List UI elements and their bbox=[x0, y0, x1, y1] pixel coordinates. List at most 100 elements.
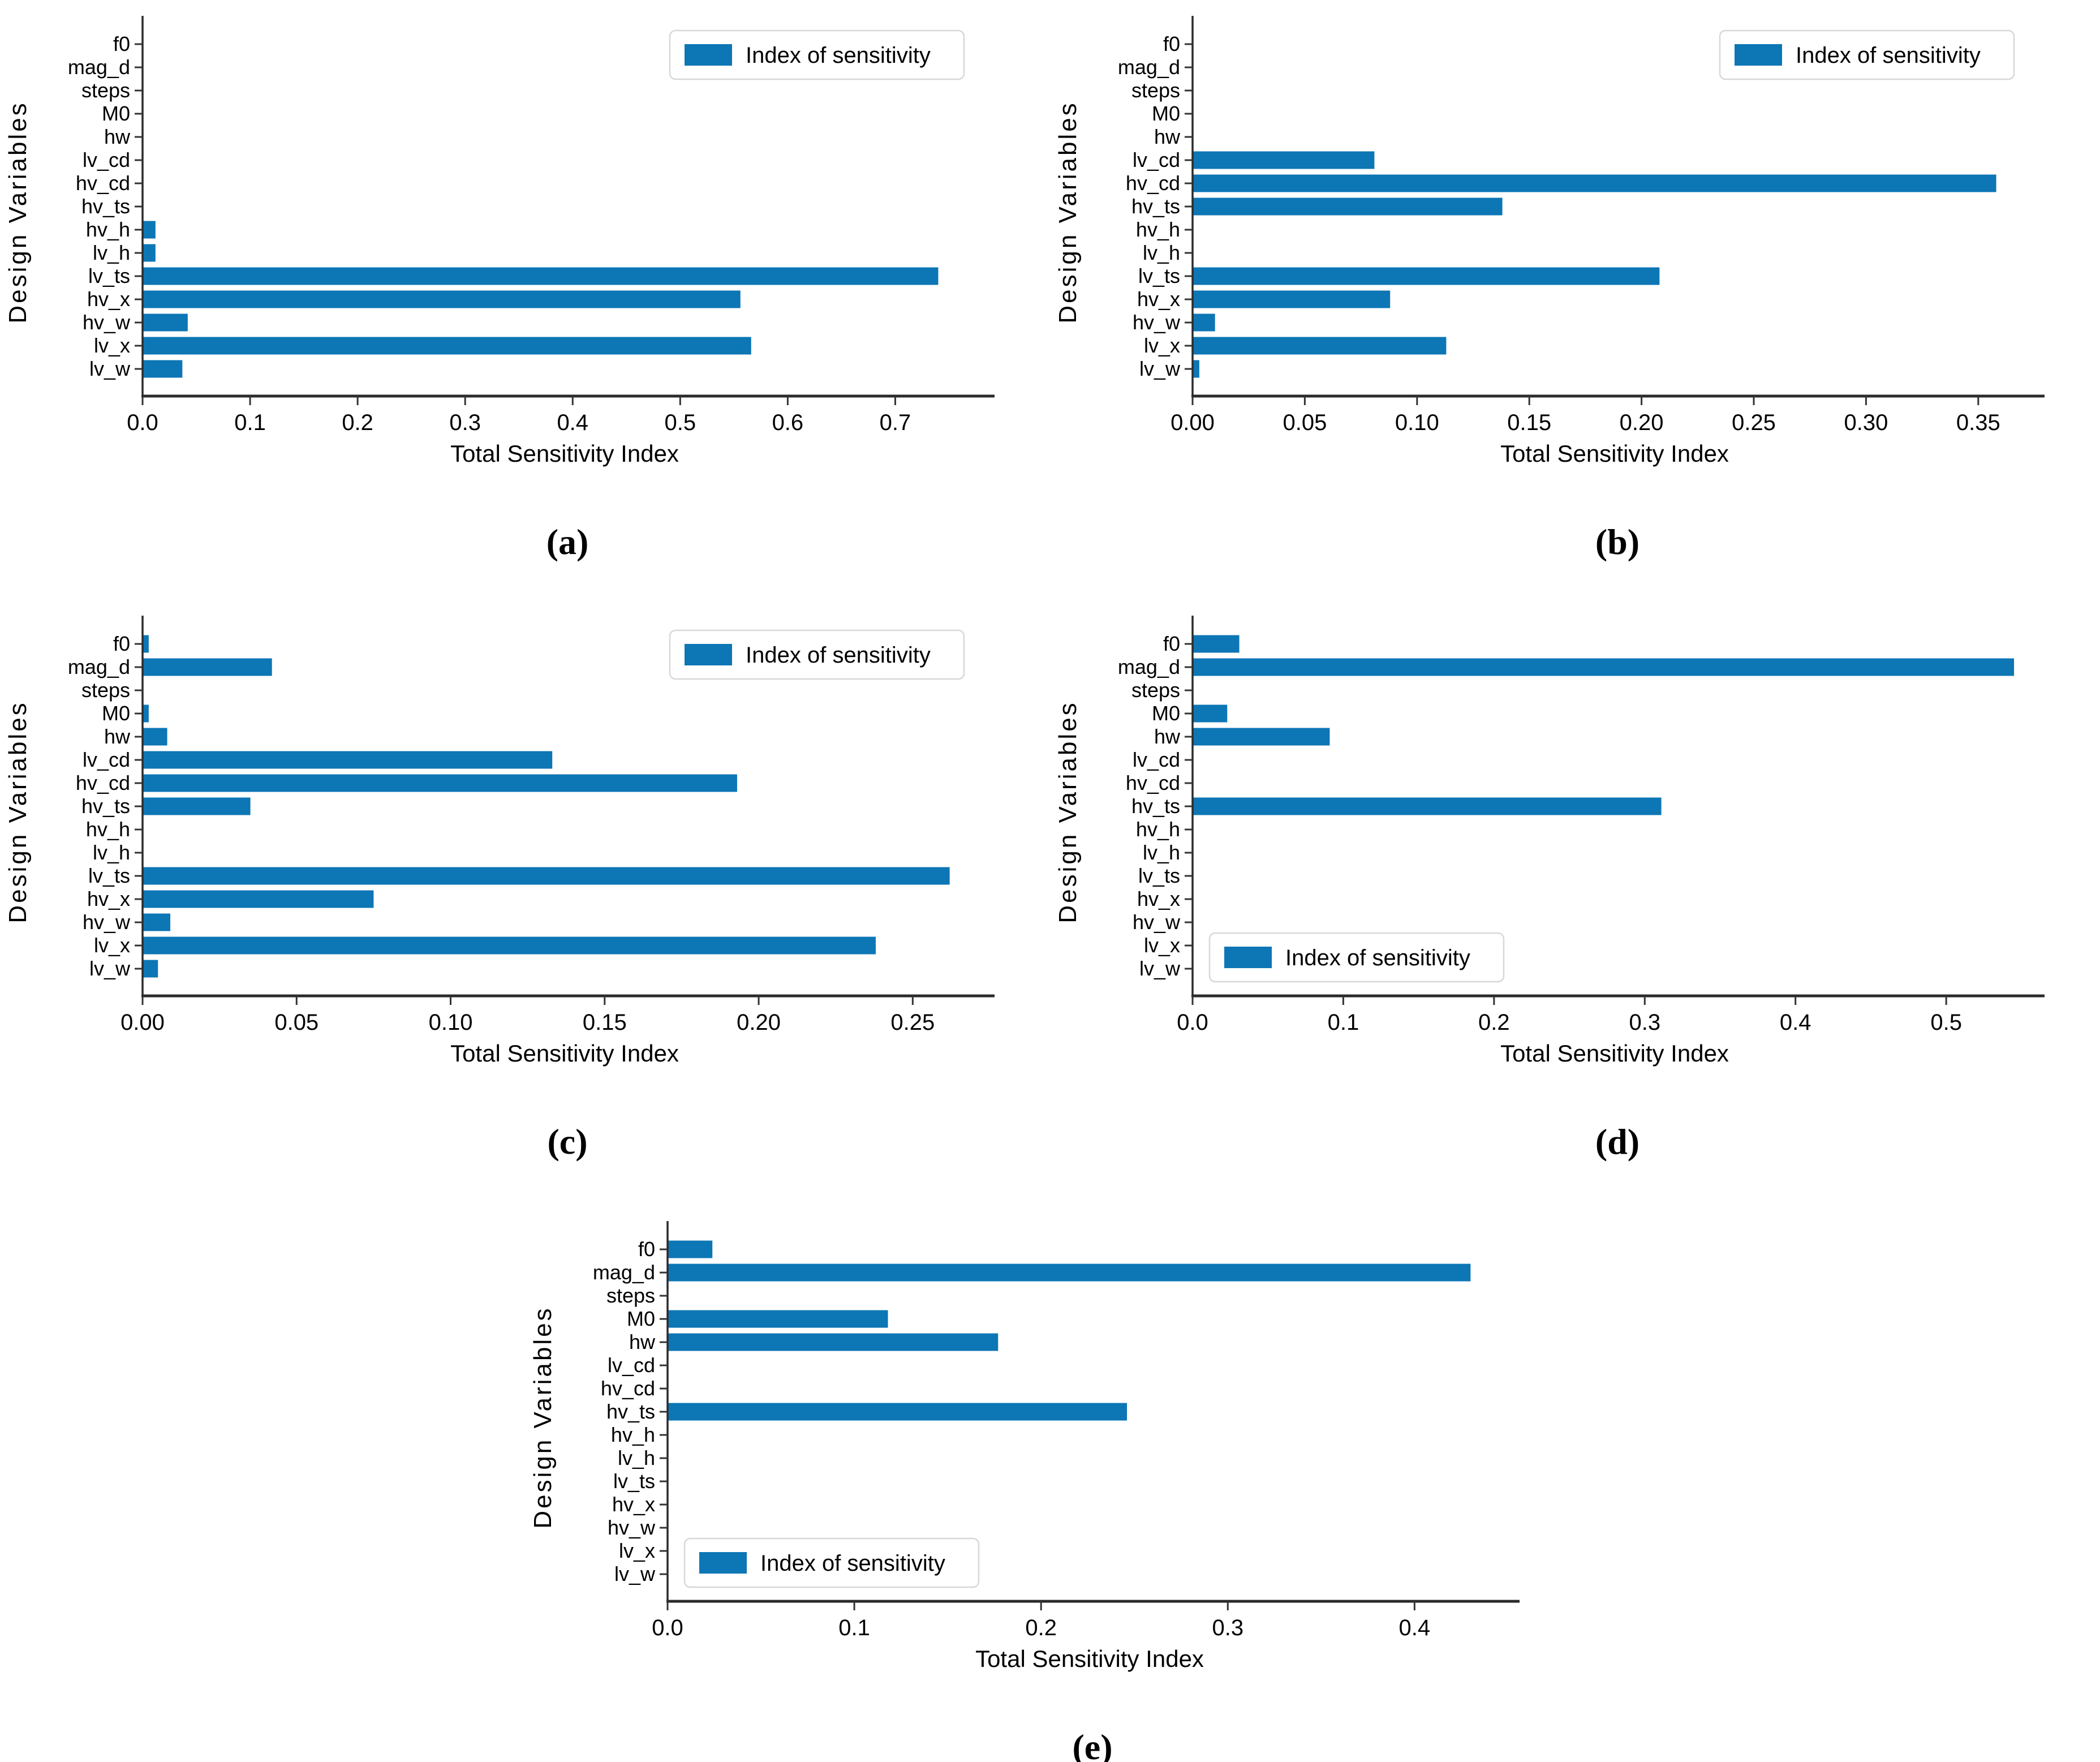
x-tick-label: 0.15 bbox=[583, 1010, 627, 1035]
x-tick-label: 0.4 bbox=[557, 410, 588, 435]
x-tick-label: 0.0 bbox=[127, 410, 158, 435]
bar-M0 bbox=[668, 1310, 888, 1328]
y-tick-label-lv_x: lv_x bbox=[1144, 334, 1180, 357]
legend-swatch bbox=[1224, 947, 1272, 968]
bar-lv_ts bbox=[143, 267, 939, 285]
y-tick-label-M0: M0 bbox=[102, 102, 130, 125]
y-tick-label-hv_cd: hv_cd bbox=[601, 1377, 655, 1400]
x-tick-label: 0.00 bbox=[121, 1010, 165, 1035]
y-axis: f0mag_dstepsM0hwlv_cdhv_cdhv_tshv_hlv_hl… bbox=[1118, 32, 1193, 380]
bar-hv_cd bbox=[1193, 174, 1996, 192]
bar-hv_ts bbox=[668, 1403, 1128, 1421]
y-tick-label-f0: f0 bbox=[1163, 632, 1180, 655]
y-tick-label-lv_x: lv_x bbox=[94, 334, 130, 357]
y-tick-label-hv_h: hv_h bbox=[1136, 818, 1180, 841]
x-tick-label: 0.7 bbox=[880, 410, 911, 435]
y-tick-label-lv_cd: lv_cd bbox=[1133, 748, 1180, 771]
legend-label: Index of sensitivity bbox=[1285, 946, 1470, 970]
bars-group bbox=[143, 221, 939, 378]
y-tick-label-lv_ts: lv_ts bbox=[88, 864, 130, 887]
y-tick-label-steps: steps bbox=[81, 678, 130, 702]
y-tick-label-hv_w: hv_w bbox=[83, 311, 131, 334]
legend-label: Index of sensitivity bbox=[746, 43, 931, 68]
y-tick-label-hv_ts: hv_ts bbox=[606, 1400, 655, 1423]
bar-hv_x bbox=[143, 890, 374, 908]
y-tick-label-steps: steps bbox=[1131, 678, 1180, 702]
y-tick-label-steps: steps bbox=[1131, 79, 1180, 102]
x-tick-label: 0.1 bbox=[234, 410, 266, 435]
plot-background bbox=[0, 600, 1050, 1115]
x-tick-label: 0.2 bbox=[342, 410, 373, 435]
legend-swatch bbox=[699, 1552, 747, 1574]
y-tick-label-mag_d: mag_d bbox=[1118, 655, 1180, 678]
x-axis-title: Total Sensitivity Index bbox=[975, 1645, 1204, 1672]
x-tick-label: 0.3 bbox=[1629, 1010, 1660, 1035]
bar-lv_w bbox=[143, 960, 158, 978]
legend-label: Index of sensitivity bbox=[1796, 43, 1981, 68]
y-tick-label-lv_w: lv_w bbox=[1139, 957, 1181, 980]
y-tick-label-lv_h: lv_h bbox=[93, 241, 130, 264]
bar-lv_x bbox=[1193, 337, 1447, 355]
subfigure-e: f0 mag_d steps M0 hw lv_cd hv_cd hv_ts hv_h lv_h l… bbox=[525, 1205, 1575, 1762]
bar-f0 bbox=[143, 635, 149, 653]
y-tick-label-lv_cd: lv_cd bbox=[83, 148, 130, 171]
x-axis: 0.00 0.05 0.10 0.15 0.20 0.25 0.30 0.35 bbox=[1171, 396, 2000, 435]
y-tick-label-lv_w: lv_w bbox=[89, 357, 131, 380]
y-tick-label-M0: M0 bbox=[627, 1307, 655, 1330]
x-tick-label: 0.5 bbox=[665, 410, 696, 435]
legend: Index of sensitivity bbox=[669, 29, 965, 80]
chart-svg-e: f0mag_dstepsM0hwlv_cdhv_cdhv_tshv_hlv_hl… bbox=[525, 1205, 1575, 1720]
x-tick-label: 0.25 bbox=[1732, 410, 1776, 435]
y-axis-title: Design Variables bbox=[529, 1306, 557, 1528]
figure-row-3: f0 mag_d steps M0 hw lv_cd hv_cd hv_ts hv_h lv_h l… bbox=[0, 1205, 2100, 1762]
chart-svg-c: f0mag_dstepsM0hwlv_cdhv_cdhv_tshv_hlv_hl… bbox=[0, 600, 1050, 1115]
bar-hv_ts bbox=[143, 797, 251, 815]
bar-lv_x bbox=[143, 337, 751, 355]
bar-chart-c: f0 mag_d steps M0 hw lv_cd hv_cd hv_ts hv_h lv_h l… bbox=[0, 600, 1050, 1115]
y-tick-label-lv_ts: lv_ts bbox=[1138, 864, 1180, 887]
y-tick-label-lv_x: lv_x bbox=[619, 1539, 655, 1562]
y-tick-label-lv_ts: lv_ts bbox=[613, 1469, 655, 1493]
x-axis: 0.0 0.1 0.2 0.3 0.4 0.5 bbox=[1177, 996, 1962, 1035]
y-tick-label-lv_w: lv_w bbox=[614, 1562, 656, 1585]
legend: Index of sensitivity bbox=[683, 1537, 980, 1588]
y-tick-label-M0: M0 bbox=[1152, 702, 1180, 725]
subfigure-b: f0 mag_d steps M0 hw lv_cd hv_cd hv_ts hv_h lv_h l… bbox=[1050, 0, 2100, 571]
bar-hw bbox=[143, 728, 167, 746]
y-tick-label-hv_ts: hv_ts bbox=[1131, 195, 1180, 218]
x-axis-title: Total Sensitivity Index bbox=[450, 1040, 679, 1067]
y-tick-label-hw: hw bbox=[104, 725, 131, 748]
x-tick-label: 0.00 bbox=[1171, 410, 1215, 435]
x-tick-label: 0.25 bbox=[890, 1010, 935, 1035]
y-tick-label-hv_w: hv_w bbox=[1133, 311, 1181, 334]
subfigure-a: f0 mag_d steps M0 hw lv_cd hv_cd hv_ts hv_h lv_h l… bbox=[0, 0, 1050, 571]
y-tick-label-f0: f0 bbox=[113, 632, 130, 655]
x-tick-label: 0.0 bbox=[652, 1615, 683, 1640]
y-tick-label-lv_h: lv_h bbox=[93, 841, 130, 864]
y-axis-title: Design Variables bbox=[1054, 700, 1082, 923]
chart-svg-b: f0mag_dstepsM0hwlv_cdhv_cdhv_tshv_hlv_hl… bbox=[1050, 0, 2100, 515]
figure-row-1: f0 mag_d steps M0 hw lv_cd hv_cd hv_ts hv_h lv_h l… bbox=[0, 0, 2100, 571]
y-tick-label-hv_cd: hv_cd bbox=[1126, 771, 1180, 794]
bar-hv_ts bbox=[1193, 797, 1662, 815]
bars-group bbox=[143, 635, 950, 978]
legend-box bbox=[1208, 932, 1505, 983]
legend: Index of sensitivity bbox=[1208, 932, 1505, 983]
bar-f0 bbox=[1193, 635, 1240, 653]
x-axis: 0.00 0.05 0.10 0.15 0.20 0.25 bbox=[121, 996, 935, 1035]
bar-lv_cd bbox=[143, 751, 553, 769]
bar-chart-d: f0 mag_d steps M0 hw lv_cd hv_cd hv_ts hv_h lv_h l… bbox=[1050, 600, 2100, 1115]
y-tick-label-lv_cd: lv_cd bbox=[608, 1353, 655, 1377]
bar-hv_w bbox=[1193, 313, 1215, 332]
legend-swatch bbox=[685, 44, 732, 66]
bar-hv_x bbox=[1193, 290, 1391, 308]
x-axis-title: Total Sensitivity Index bbox=[1500, 1040, 1729, 1067]
plot-background bbox=[0, 0, 1050, 515]
y-tick-label-hv_cd: hv_cd bbox=[76, 771, 130, 794]
x-tick-label: 0.3 bbox=[1212, 1615, 1243, 1640]
bar-lv_ts bbox=[1193, 267, 1660, 285]
y-tick-label-lv_h: lv_h bbox=[1143, 241, 1180, 264]
bar-hw bbox=[668, 1333, 999, 1351]
bar-M0 bbox=[143, 704, 149, 723]
